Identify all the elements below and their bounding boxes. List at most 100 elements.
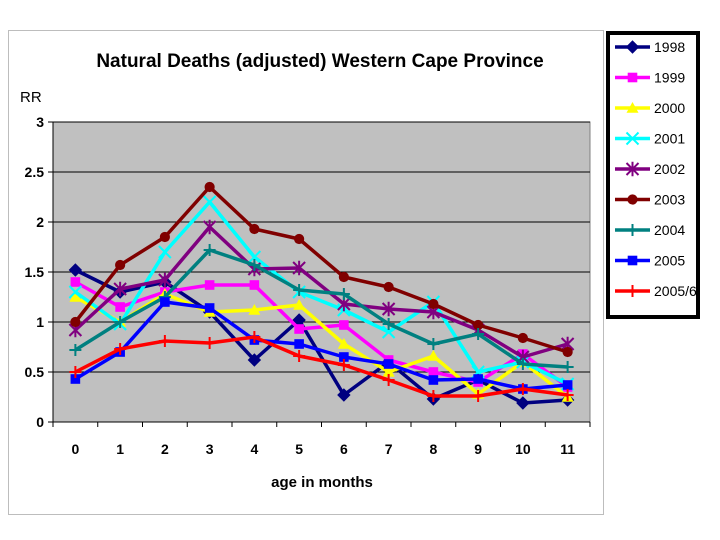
data-point: [516, 396, 530, 410]
x-tick-label: 8: [429, 441, 437, 457]
data-point: [562, 380, 573, 390]
series-line: [74, 248, 568, 369]
data-point: [517, 332, 528, 344]
data-point: [69, 291, 82, 302]
x-tick-label: 9: [474, 441, 482, 457]
series-line: [74, 335, 568, 398]
y-axis-label: RR: [20, 89, 42, 106]
y-tick-label: 0: [36, 414, 44, 430]
data-point: [70, 374, 81, 384]
data-point: [115, 259, 126, 271]
y-tick-label: 2: [36, 214, 44, 230]
data-point: [158, 335, 171, 347]
series-2002: [68, 219, 575, 365]
y-tick-label: 0.5: [25, 364, 45, 380]
data-point: [427, 338, 440, 350]
series-line: [74, 300, 568, 391]
data-point: [293, 299, 306, 310]
data-point: [472, 390, 485, 402]
data-point: [472, 328, 485, 340]
x-tick-label: 5: [295, 441, 303, 457]
legend-label: 2004: [654, 222, 685, 238]
legend-label: 2000: [654, 100, 685, 116]
data-point: [204, 280, 215, 290]
y-tick-label: 1: [36, 314, 44, 330]
legend-item: 2003: [615, 192, 685, 208]
series-2004: [69, 244, 574, 373]
data-point: [160, 297, 170, 307]
data-point: [337, 338, 350, 349]
data-point: [204, 303, 215, 313]
x-tick-label: 3: [206, 441, 214, 457]
legend-marker: [626, 285, 639, 297]
x-tick-label: 11: [560, 441, 575, 457]
legend-label: 2003: [654, 192, 685, 208]
data-point: [382, 318, 395, 330]
data-point: [113, 281, 127, 297]
data-point: [248, 304, 261, 315]
data-point: [68, 285, 83, 299]
legend-item: 2002: [615, 161, 685, 177]
x-tick-label: 10: [515, 441, 531, 457]
data-point: [338, 271, 349, 283]
legend-item: 2005/6: [615, 283, 697, 299]
data-point: [428, 375, 439, 385]
data-point: [249, 223, 260, 235]
data-point: [204, 181, 215, 193]
data-point: [337, 388, 351, 402]
legend-marker: [626, 224, 639, 236]
data-point: [383, 359, 394, 369]
legend-marker: [625, 40, 640, 54]
x-tick-label: 2: [161, 441, 169, 457]
series-line: [73, 185, 569, 354]
legend-marker: [626, 102, 639, 113]
legend-marker: [625, 131, 640, 146]
series-line: [74, 200, 569, 386]
data-point: [70, 277, 81, 287]
series-line: [74, 268, 568, 405]
data-point: [247, 353, 262, 367]
chart-title: Natural Deaths (adjusted) Western Cape P…: [96, 51, 544, 72]
legend-label: 2001: [654, 131, 685, 147]
y-tick-label: 1.5: [25, 264, 45, 280]
legend-label: 2005: [654, 253, 685, 269]
legend-label: 1999: [654, 70, 685, 86]
data-point: [427, 350, 440, 361]
data-point: [561, 389, 574, 401]
data-point: [382, 366, 395, 377]
data-point: [381, 325, 396, 339]
data-point: [202, 219, 217, 235]
legend-marker: [627, 72, 638, 83]
data-point: [381, 301, 396, 317]
legend-entries: 1998 1999 2000 2001 2002 2003 2004 2005 2005/6: [615, 39, 697, 299]
data-point: [427, 390, 440, 402]
data-point: [202, 195, 217, 209]
data-point: [69, 366, 82, 378]
data-point: [159, 231, 170, 243]
data-point: [516, 383, 529, 395]
data-point: [248, 259, 261, 271]
data-point: [203, 337, 216, 349]
data-point: [68, 263, 83, 277]
legend-label: 2005/6: [654, 283, 696, 299]
data-point: [294, 324, 304, 334]
data-point: [337, 288, 350, 300]
data-point: [293, 284, 306, 296]
x-tick-label: 4: [250, 441, 258, 457]
legend-item: 2004: [615, 222, 685, 238]
data-point: [561, 361, 574, 373]
legend-label: 1998: [654, 39, 685, 55]
data-point: [114, 343, 127, 355]
data-point: [247, 250, 262, 264]
data-point: [293, 350, 306, 362]
legend-marker: [625, 161, 640, 177]
series-line: [74, 225, 569, 359]
data-point: [339, 352, 349, 362]
data-point: [473, 374, 483, 384]
data-point: [428, 298, 439, 310]
data-point: [203, 244, 216, 256]
data-point: [339, 320, 349, 330]
legend-item: 2001: [615, 131, 685, 147]
